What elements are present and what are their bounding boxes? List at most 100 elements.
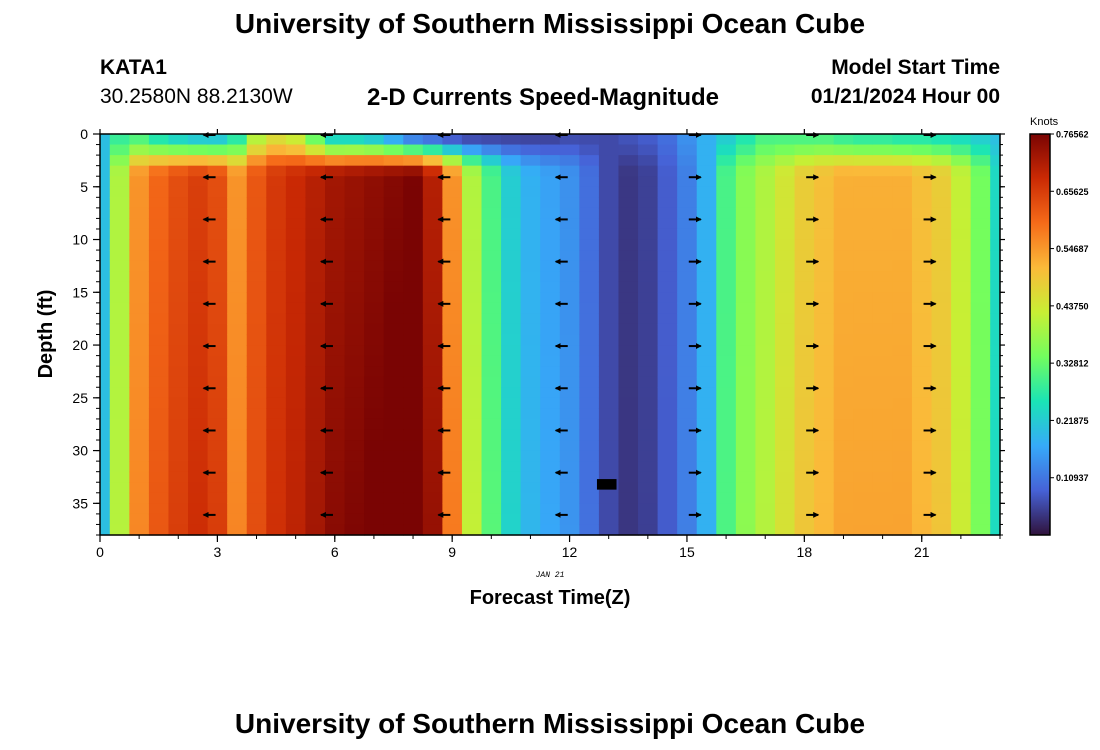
heatmap-cell	[598, 513, 620, 526]
heatmap-cell	[618, 334, 639, 346]
heatmap-cell	[481, 144, 502, 156]
heatmap-cell	[325, 429, 346, 441]
heatmap-cell	[853, 513, 874, 526]
heatmap-cell	[872, 482, 893, 494]
heatmap-cell	[100, 387, 111, 399]
heatmap-cell	[931, 397, 952, 409]
heatmap-cell	[383, 524, 404, 536]
heatmap-cell	[501, 366, 522, 378]
heatmap-cell	[129, 387, 150, 399]
heatmap-cell	[383, 165, 404, 177]
heatmap-cell	[755, 313, 776, 325]
heatmap-cell	[481, 176, 502, 188]
heatmap-cell	[285, 144, 307, 156]
heatmap-cell	[911, 302, 933, 314]
heatmap-cell	[188, 345, 209, 357]
heatmap-cell	[168, 429, 189, 441]
heatmap-cell	[100, 440, 111, 452]
heatmap-cell	[833, 260, 854, 272]
colorbar-tick-label: 0.54687	[1056, 244, 1089, 254]
heatmap-cell	[344, 387, 365, 399]
heatmap-cell	[970, 418, 991, 431]
heatmap-cell	[775, 355, 796, 367]
heatmap-cell	[990, 207, 1001, 220]
heatmap-cell	[716, 366, 737, 378]
heatmap-cell	[207, 302, 228, 314]
heatmap-cell	[188, 450, 209, 462]
heatmap-cell	[285, 503, 307, 515]
heatmap-cell	[109, 323, 130, 336]
heatmap-cell	[285, 471, 307, 483]
heatmap-cell	[481, 429, 502, 441]
heatmap-cell	[540, 155, 561, 167]
heatmap-cell	[677, 218, 698, 230]
heatmap-cell	[755, 429, 776, 441]
heatmap-cell	[501, 429, 522, 441]
heatmap-cell	[344, 461, 365, 473]
heatmap-cell	[207, 397, 228, 409]
heatmap-cell	[305, 503, 326, 515]
heatmap-cell	[579, 218, 600, 230]
heatmap-cell	[892, 165, 913, 177]
heatmap-cell	[657, 207, 678, 220]
heatmap-cell	[872, 461, 893, 473]
heatmap-cell	[657, 228, 678, 241]
heatmap-cell	[188, 186, 209, 198]
heatmap-cell	[109, 250, 130, 262]
heatmap-cell	[422, 281, 443, 293]
heatmap-cell	[618, 524, 639, 536]
model-start-label: Model Start Time	[831, 56, 1000, 79]
heatmap-cell	[990, 440, 1001, 452]
heatmap-cell	[618, 492, 639, 504]
heatmap-cell	[383, 492, 404, 504]
heatmap-cell	[461, 281, 483, 293]
heatmap-cell	[559, 524, 580, 536]
heatmap-cell	[677, 366, 698, 378]
heatmap-cell	[188, 155, 209, 167]
heatmap-cell	[344, 228, 365, 241]
heatmap-cell	[794, 239, 815, 251]
heatmap-cell	[970, 524, 991, 536]
heatmap-cell	[833, 397, 854, 409]
heatmap-cell	[970, 228, 991, 241]
heatmap-cell	[755, 355, 776, 367]
heatmap-cell	[598, 397, 620, 409]
heatmap-cell	[540, 313, 561, 325]
heatmap-cell	[716, 218, 737, 230]
heatmap-cell	[305, 292, 326, 304]
heatmap-cell	[148, 302, 170, 314]
heatmap-cell	[168, 492, 189, 504]
heatmap-cell	[148, 355, 170, 367]
heatmap-cell	[872, 418, 893, 431]
heatmap-cell	[344, 218, 365, 230]
heatmap-cell	[422, 144, 443, 156]
heatmap-cell	[559, 397, 580, 409]
heatmap-cell	[716, 250, 737, 262]
heatmap-cell	[461, 376, 483, 388]
heatmap-cell	[442, 144, 463, 156]
heatmap-cell	[383, 155, 404, 167]
heatmap-cell	[833, 345, 854, 357]
heatmap-cell	[638, 408, 659, 420]
heatmap-cell	[325, 239, 346, 251]
heatmap-cell	[266, 387, 287, 399]
heatmap-cell	[951, 418, 972, 431]
heatmap-cell	[266, 313, 287, 325]
heatmap-cell	[481, 271, 502, 283]
heatmap-cell	[579, 281, 600, 293]
heatmap-cell	[618, 186, 639, 198]
heatmap-cell	[598, 186, 620, 198]
heatmap-cell	[501, 186, 522, 198]
heatmap-cell	[794, 228, 815, 241]
heatmap-cell	[618, 165, 639, 177]
heatmap-cell	[364, 134, 385, 146]
heatmap-cell	[990, 492, 1001, 504]
heatmap-cell	[227, 250, 248, 262]
heatmap-cell	[735, 471, 757, 483]
heatmap-cell	[735, 345, 757, 357]
heatmap-cell	[442, 408, 463, 420]
heatmap-cell	[109, 429, 130, 441]
heatmap-cell	[638, 366, 659, 378]
heatmap-cell	[911, 524, 933, 536]
heatmap-cell	[598, 450, 620, 462]
